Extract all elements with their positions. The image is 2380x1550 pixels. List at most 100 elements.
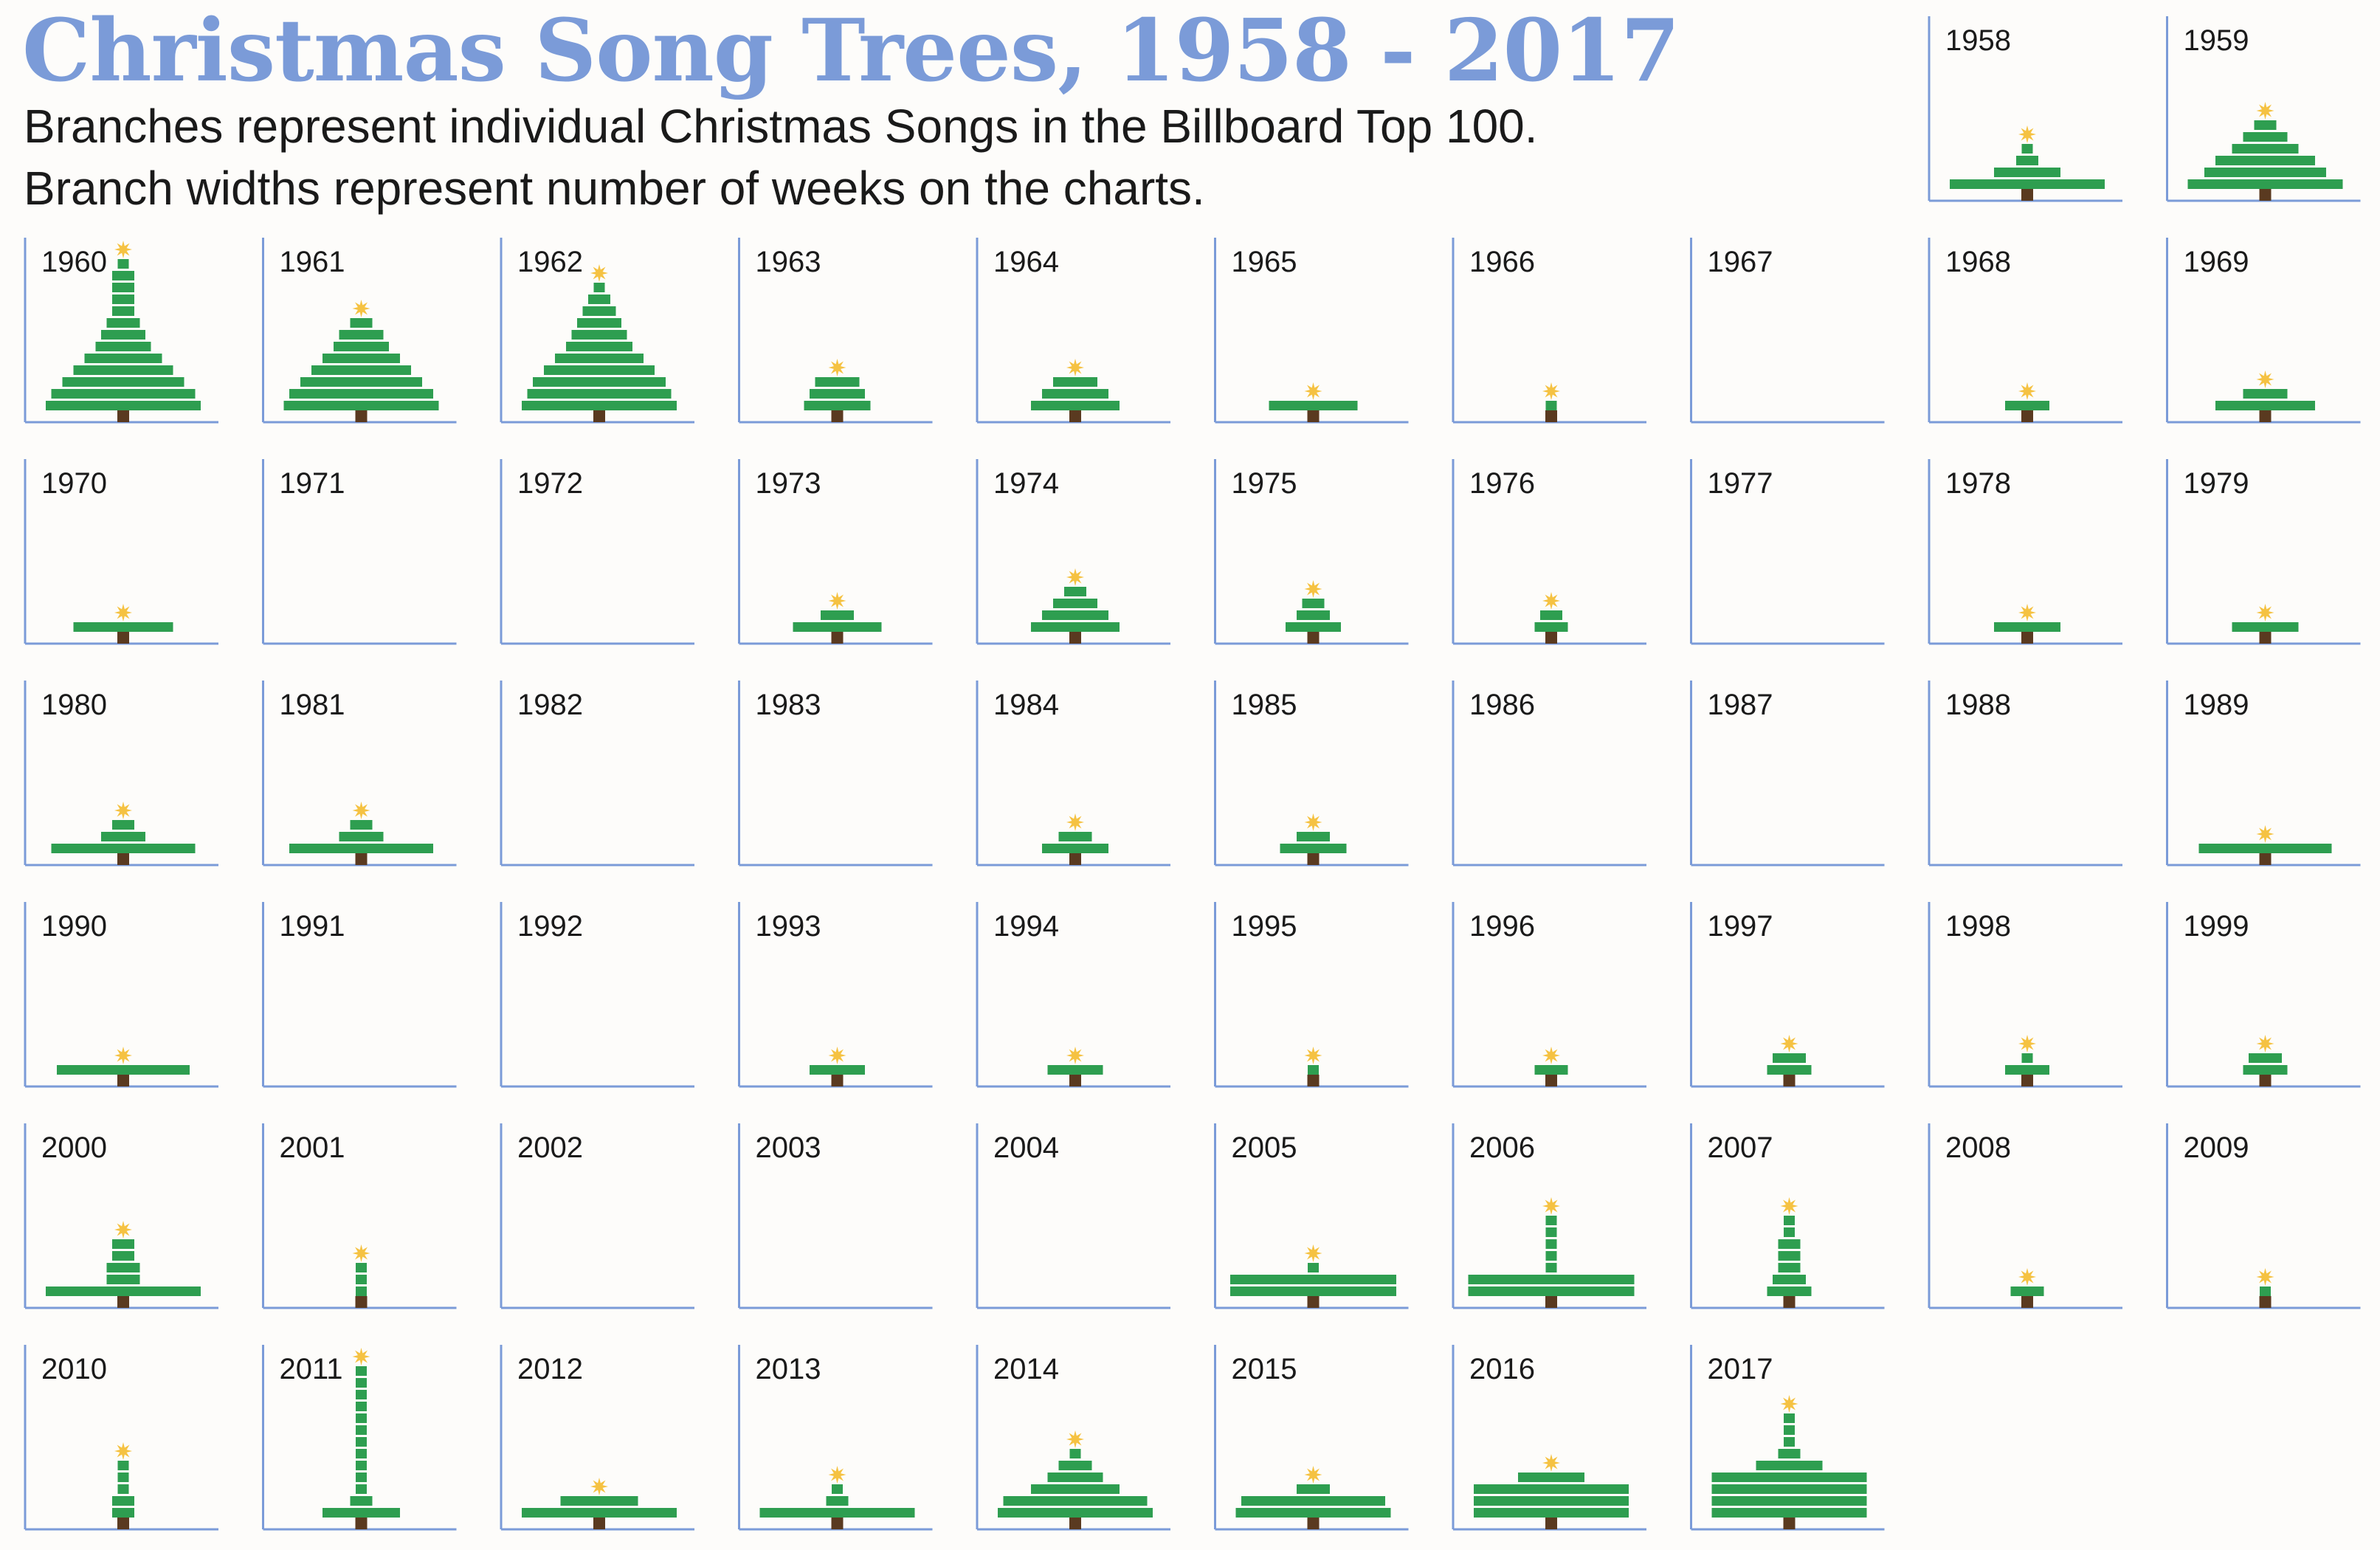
year-panel: 2003 [738, 1123, 933, 1309]
year-label: 1971 [280, 467, 345, 500]
song-branch [1545, 1216, 1557, 1225]
song-branch [350, 820, 373, 830]
song-branch [577, 318, 621, 328]
year-panel: 1958 [1928, 16, 2122, 202]
year-label: 1960 [41, 246, 107, 278]
song-branch [1241, 1496, 1385, 1506]
tree-trunk [117, 1518, 129, 1529]
year-label: 1981 [280, 689, 345, 721]
song-branch [1053, 599, 1097, 608]
song-branch [1545, 401, 1557, 410]
year-panel: 1981 [262, 681, 457, 867]
song-branch [1042, 844, 1108, 853]
song-branch [2204, 168, 2326, 177]
song-branch [1230, 1286, 1396, 1296]
song-branch [1058, 1461, 1092, 1470]
song-branch [117, 259, 129, 269]
song-branch [1031, 401, 1120, 410]
tree-trunk [1069, 410, 1081, 422]
year-label: 1989 [2184, 689, 2249, 721]
year-panel: 1998 [1928, 902, 2122, 1088]
year-panel: 1973 [738, 459, 933, 645]
song-branch [1297, 1484, 1330, 1494]
year-panel: 1989 [2166, 681, 2361, 867]
song-branch [112, 306, 134, 316]
song-branch [1474, 1508, 1629, 1518]
year-panel: 2016 [1452, 1345, 1646, 1531]
song-branch [2021, 1053, 2033, 1063]
song-branch [350, 1496, 373, 1506]
star-icon [2018, 382, 2036, 400]
song-branch [2215, 156, 2315, 165]
year-label: 1990 [41, 910, 107, 943]
song-branch [1784, 1437, 1795, 1447]
year-panel: 1970 [24, 459, 218, 645]
song-branch [2016, 156, 2038, 165]
song-branch [1286, 622, 1341, 632]
star-icon [1066, 568, 1084, 586]
tree-trunk [831, 632, 844, 644]
song-branch [1474, 1496, 1629, 1506]
song-branch [815, 377, 860, 387]
song-branch [356, 1263, 367, 1272]
subtitle-line-1: Branches represent individual Christmas … [24, 100, 1538, 153]
song-branch [356, 1402, 367, 1411]
year-panel: 1978 [1928, 459, 2122, 645]
year-label: 2013 [756, 1353, 821, 1385]
star-icon [1304, 1466, 1322, 1484]
star-icon [352, 1348, 370, 1365]
tree-trunk [117, 410, 129, 422]
year-label: 2017 [1708, 1353, 1773, 1385]
year-label: 1970 [41, 467, 107, 500]
song-branch [1711, 1508, 1867, 1518]
tree-trunk [1545, 410, 1557, 422]
song-branch [555, 354, 644, 363]
star-icon [1066, 1047, 1084, 1064]
song-branch [1308, 1065, 1319, 1075]
year-label: 1994 [993, 910, 1059, 943]
star-icon [114, 1221, 132, 1239]
star-icon [2256, 1268, 2274, 1286]
song-branch [106, 318, 140, 328]
song-branch [2243, 389, 2288, 399]
year-panel: 1990 [24, 902, 218, 1088]
tree-trunk [355, 1518, 368, 1529]
song-branch [998, 1508, 1153, 1518]
year-panel: 1968 [1928, 238, 2122, 424]
star-icon [1066, 1430, 1084, 1448]
year-panel: 1992 [500, 902, 694, 1088]
star-icon [114, 1442, 132, 1460]
star-icon [1304, 1244, 1322, 1262]
song-branch [356, 1472, 367, 1482]
year-panel: 1964 [976, 238, 1170, 424]
tree-trunk [1307, 1518, 1320, 1529]
song-branch [356, 1275, 367, 1284]
tree-trunk [2021, 632, 2033, 644]
song-branch [289, 389, 433, 399]
year-panel: 1991 [262, 902, 457, 1088]
tree-trunk [1545, 1518, 1557, 1529]
year-panel: 1986 [1452, 681, 1646, 867]
year-panel: 1987 [1690, 681, 1885, 867]
star-icon [1542, 1454, 1560, 1472]
year-label: 1980 [41, 689, 107, 721]
song-branch [1950, 179, 2105, 189]
year-panel: 1997 [1690, 902, 1885, 1088]
year-label: 1988 [1945, 689, 2011, 721]
song-branch [533, 377, 666, 387]
song-branch [1711, 1472, 1867, 1482]
year-label: 1999 [2184, 910, 2249, 943]
song-branch [112, 1239, 134, 1249]
song-branch [582, 306, 616, 316]
tree-trunk [2259, 410, 2272, 422]
year-label: 1983 [756, 689, 821, 721]
tree-trunk [2259, 853, 2272, 865]
song-branch [1767, 1065, 1812, 1075]
year-panel: 1974 [976, 459, 1170, 645]
tree-trunk [117, 853, 129, 865]
song-branch [810, 1065, 865, 1075]
song-branch [1269, 401, 1358, 410]
year-panel: 2002 [500, 1123, 694, 1309]
song-branch [2021, 144, 2033, 154]
